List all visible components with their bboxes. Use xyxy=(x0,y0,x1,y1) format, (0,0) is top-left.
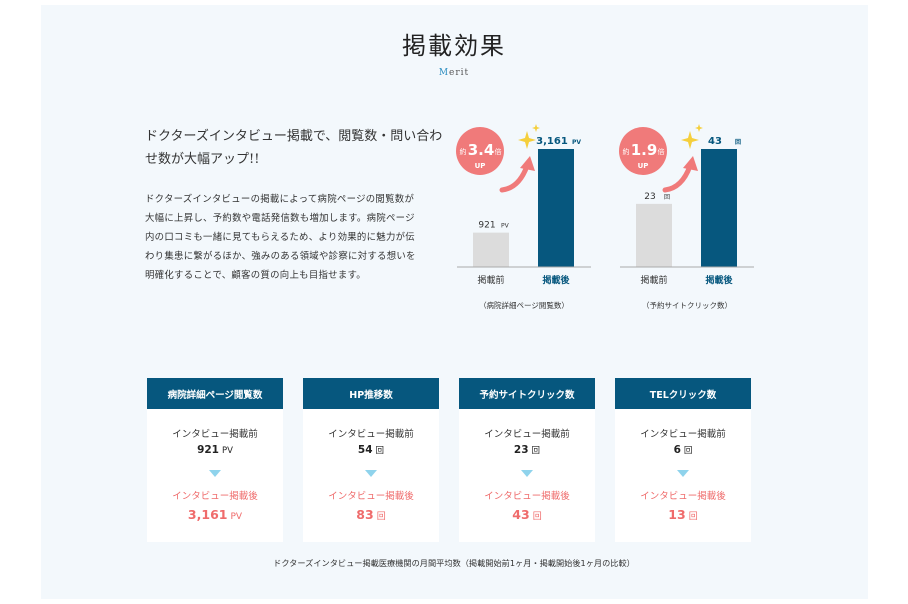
growth-arrow-icon xyxy=(499,163,530,193)
sparkle-icon xyxy=(518,131,536,149)
card-title: HP推移数 xyxy=(303,378,439,409)
after-number: 83 xyxy=(356,507,374,522)
before-label: インタビュー掲載前 xyxy=(328,429,414,440)
card-title: 予約サイトクリック数 xyxy=(459,378,595,409)
bar-value-label: 3,161 xyxy=(536,136,568,147)
after-number: 13 xyxy=(668,507,686,522)
bar-value-label: 921 xyxy=(478,221,495,231)
bar-unit-label: 回 xyxy=(664,194,670,201)
bar-unit-label: PV xyxy=(501,223,510,230)
badge-prefix: 約 xyxy=(460,147,467,156)
bar-unit-label: 回 xyxy=(735,138,741,146)
stat-card: 病院詳細ページ閲覧数 インタビュー掲載前 921 PV インタビュー掲載後 3,161 PV xyxy=(147,378,283,542)
after-number: 43 xyxy=(512,507,530,522)
growth-arrowhead-icon xyxy=(520,156,535,171)
before-unit: PV xyxy=(221,446,233,456)
growth-arrow-icon xyxy=(662,163,693,193)
badge-sub: UP xyxy=(475,162,486,170)
before-number: 54 xyxy=(357,444,373,456)
category-tick-label: 掲載前 xyxy=(640,274,667,286)
before-label: インタビュー掲載前 xyxy=(484,429,570,440)
before-unit: 回 xyxy=(531,446,541,456)
badge-suffix: 倍 xyxy=(658,147,665,156)
card-title: TELクリック数 xyxy=(615,378,751,409)
chart-bar xyxy=(473,232,509,267)
badge-suffix: 倍 xyxy=(495,147,502,156)
stat-card: TELクリック数 インタビュー掲載前 6 回インタビュー掲載後 13 回 xyxy=(615,378,751,542)
after-value: 43 回 xyxy=(459,507,595,522)
footnote: ドクターズインタビュー掲載医療機関の月間平均数（掲載開始前1ヶ月・掲載開始後1ヶ… xyxy=(273,558,635,568)
pv-bar-chart: 921 PV 掲載前 3,161 PV 掲載後 （病院詳細ページ閲覧数） 約 3.4 倍 UP xyxy=(456,124,591,310)
after-number: 3,161 xyxy=(187,507,228,522)
intro-body: ドクターズインタビューの掲載によって病院ページの閲覧数が大幅に上昇し、予約数や電… xyxy=(145,194,416,281)
before-value: 54 回 xyxy=(303,444,439,456)
down-arrow-icon xyxy=(365,470,377,477)
sparkle-icon xyxy=(681,131,699,149)
increase-badge xyxy=(619,127,667,175)
down-arrow-icon xyxy=(209,470,221,477)
before-number: 23 xyxy=(513,444,529,456)
sparkle-small-icon xyxy=(695,124,703,132)
before-value: 23 回 xyxy=(459,444,595,456)
chart-bar xyxy=(701,149,737,267)
after-value: 83 回 xyxy=(303,507,439,522)
after-unit: PV xyxy=(230,512,243,522)
category-tick-label: 掲載後 xyxy=(542,274,570,286)
sparkle-small-icon xyxy=(532,124,540,132)
after-label: インタビュー掲載後 xyxy=(328,491,414,502)
after-unit: 回 xyxy=(376,512,386,522)
after-unit: 回 xyxy=(532,512,542,522)
before-number: 921 xyxy=(197,444,219,456)
card-title: 病院詳細ページ閲覧数 xyxy=(147,378,283,409)
after-value: 3,161 PV xyxy=(147,507,283,522)
chart-bar xyxy=(636,203,672,267)
before-unit: 回 xyxy=(375,446,385,456)
page-subtitle: Merit xyxy=(0,68,908,78)
before-unit: 回 xyxy=(683,446,693,456)
stat-card: 予約サイトクリック数 インタビュー掲載前 23 回インタビュー掲載後 43 回 xyxy=(459,378,595,542)
badge-sub: UP xyxy=(638,162,649,170)
before-number: 6 xyxy=(673,444,681,456)
bar-value-label: 43 xyxy=(708,136,722,147)
intro-headline: ドクターズインタビュー掲載で、閲覧数・問い合わせ数が大幅アップ!! xyxy=(145,129,443,167)
badge-value: 1.9 xyxy=(631,141,658,159)
chart-bar xyxy=(538,149,574,267)
bar-value-label: 23 xyxy=(644,192,655,202)
chart-caption: （病院詳細ページ閲覧数） xyxy=(479,300,569,310)
after-label: インタビュー掲載後 xyxy=(172,491,258,502)
down-arrow-icon xyxy=(677,470,689,477)
before-label: インタビュー掲載前 xyxy=(640,429,726,440)
category-tick-label: 掲載前 xyxy=(477,274,504,286)
badge-prefix: 約 xyxy=(623,147,630,156)
page-title: 掲載効果 xyxy=(402,32,506,60)
after-unit: 回 xyxy=(688,512,698,522)
growth-arrowhead-icon xyxy=(683,156,698,171)
stat-card: HP推移数 インタビュー掲載前 54 回インタビュー掲載後 83 回 xyxy=(303,378,439,542)
before-label: インタビュー掲載前 xyxy=(172,429,258,440)
after-value: 13 回 xyxy=(615,507,751,522)
after-label: インタビュー掲載後 xyxy=(640,491,726,502)
subtitle-rest: erit xyxy=(449,68,470,78)
badge-value: 3.4 xyxy=(468,141,495,159)
category-tick-label: 掲載後 xyxy=(705,274,733,286)
chart-caption: （予約サイトクリック数） xyxy=(642,300,732,310)
down-arrow-icon xyxy=(521,470,533,477)
subtitle-initial: M xyxy=(438,68,450,78)
before-value: 921 PV xyxy=(147,444,283,456)
after-label: インタビュー掲載後 xyxy=(484,491,570,502)
increase-badge xyxy=(456,127,504,175)
bar-unit-label: PV xyxy=(572,139,581,146)
